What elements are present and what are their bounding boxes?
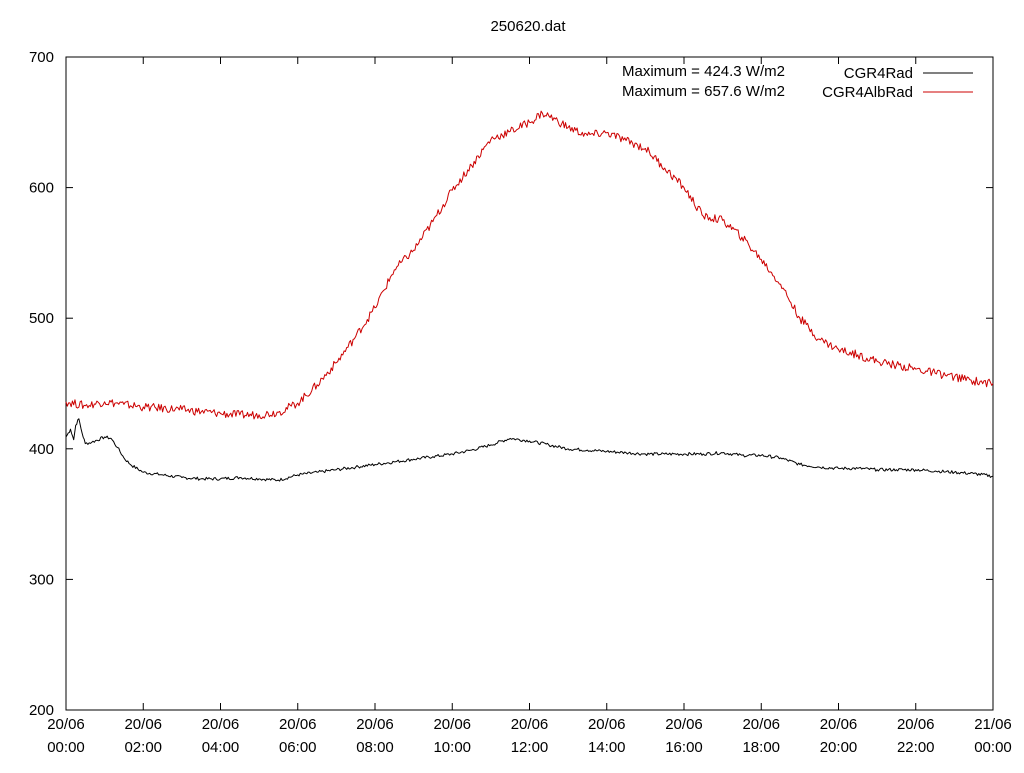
y-tick-label: 600 — [29, 180, 54, 197]
series-line-cgr4albrad — [65, 110, 994, 420]
legend-label-cgr4albrad: CGR4AlbRad — [822, 84, 913, 101]
legend: CGR4Rad CGR4AlbRad — [822, 65, 973, 101]
x-tick-label-date: 20/06 — [897, 716, 935, 733]
y-tick-label: 300 — [29, 571, 54, 588]
x-tick-label-time: 06:00 — [279, 739, 317, 756]
x-tick-label-date: 20/06 — [124, 716, 162, 733]
legend-label-cgr4rad: CGR4Rad — [844, 65, 913, 82]
y-tick-label: 200 — [29, 702, 54, 719]
x-tick-label-time: 14:00 — [588, 739, 626, 756]
x-tick-label-date: 20/06 — [665, 716, 703, 733]
plot-frame — [65, 56, 994, 711]
x-tick-label-date: 20/06 — [356, 716, 394, 733]
x-tick-label-time: 00:00 — [47, 739, 85, 756]
x-tick-label-time: 18:00 — [742, 739, 780, 756]
y-tick-label: 400 — [29, 441, 54, 458]
x-tick-label-date: 20/06 — [820, 716, 858, 733]
annotation-max-cgr4albrad: Maximum = 657.6 W/m2 — [622, 83, 785, 100]
x-tick-label-date: 21/06 — [974, 716, 1012, 733]
x-tick-label-time: 16:00 — [665, 739, 703, 756]
x-tick-label-date: 20/06 — [588, 716, 626, 733]
x-tick-label-time: 08:00 — [356, 739, 394, 756]
x-tick-label-date: 20/06 — [511, 716, 549, 733]
x-tick-label-date: 20/06 — [742, 716, 780, 733]
x-tick-label-time: 10:00 — [433, 739, 471, 756]
x-tick-label-time: 04:00 — [202, 739, 240, 756]
annotation-max-cgr4rad: Maximum = 424.3 W/m2 — [622, 63, 785, 80]
x-tick-label-date: 20/06 — [202, 716, 240, 733]
x-tick-label-time: 20:00 — [820, 739, 858, 756]
x-tick-label-date: 20/06 — [47, 716, 85, 733]
x-tick-label-time: 02:00 — [124, 739, 162, 756]
chart-title: 250620.dat — [490, 18, 566, 35]
x-tick-label-date: 20/06 — [279, 716, 317, 733]
series-line-cgr4rad — [65, 418, 994, 482]
x-tick-label-date: 20/06 — [433, 716, 471, 733]
y-tick-label: 500 — [29, 310, 54, 327]
y-tick-label: 700 — [29, 49, 54, 66]
x-tick-label-time: 22:00 — [897, 739, 935, 756]
x-tick-label-time: 12:00 — [511, 739, 549, 756]
x-tick-label-time: 00:00 — [974, 739, 1012, 756]
